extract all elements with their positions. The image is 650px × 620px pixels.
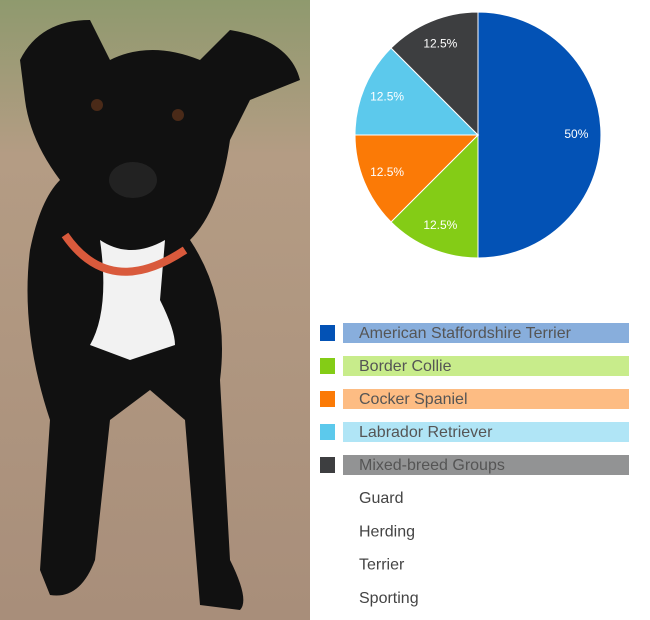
legend-label: American Staffordshire Terrier [359,325,572,342]
slice-label: 12.5% [370,165,404,179]
slice-label: 50% [564,127,588,141]
pie-slice [477,11,602,259]
legend-label: Border Collie [359,358,452,375]
legend-label: Labrador Retriever [359,424,493,441]
dog-photo [0,0,310,620]
legend-bar [343,356,629,376]
legend-swatch [320,424,335,440]
legend-bar [343,455,629,475]
group-label: Herding [359,523,415,540]
group-label: Guard [359,490,403,507]
legend-swatch [320,457,335,473]
legend-label: Cocker Spaniel [359,391,468,408]
pie: 50% 12.5% 12.5% 12.5% 12.5% [354,11,602,259]
group-label: Terrier [359,557,405,574]
legend-swatch [320,325,335,341]
group-label: Sporting [359,590,419,607]
pie-slice [390,133,479,259]
legend-swatch [320,358,335,374]
legend-label: Mixed-breed Groups [359,457,505,474]
legend: American Staffordshire Terrier Border Col… [320,323,629,475]
slice-label: 12.5% [370,90,404,104]
legend-bar [343,389,629,409]
pie-slice [354,134,480,223]
breed-groups: Guard Herding Terrier Sporting [359,490,419,607]
slice-label: 12.5% [423,36,457,50]
pie-slice [354,47,480,136]
legend-bar [343,422,629,442]
pie-slice [390,11,479,137]
legend-swatch [320,391,335,407]
legend-bar [343,323,629,343]
slice-label: 12.5% [423,218,457,232]
